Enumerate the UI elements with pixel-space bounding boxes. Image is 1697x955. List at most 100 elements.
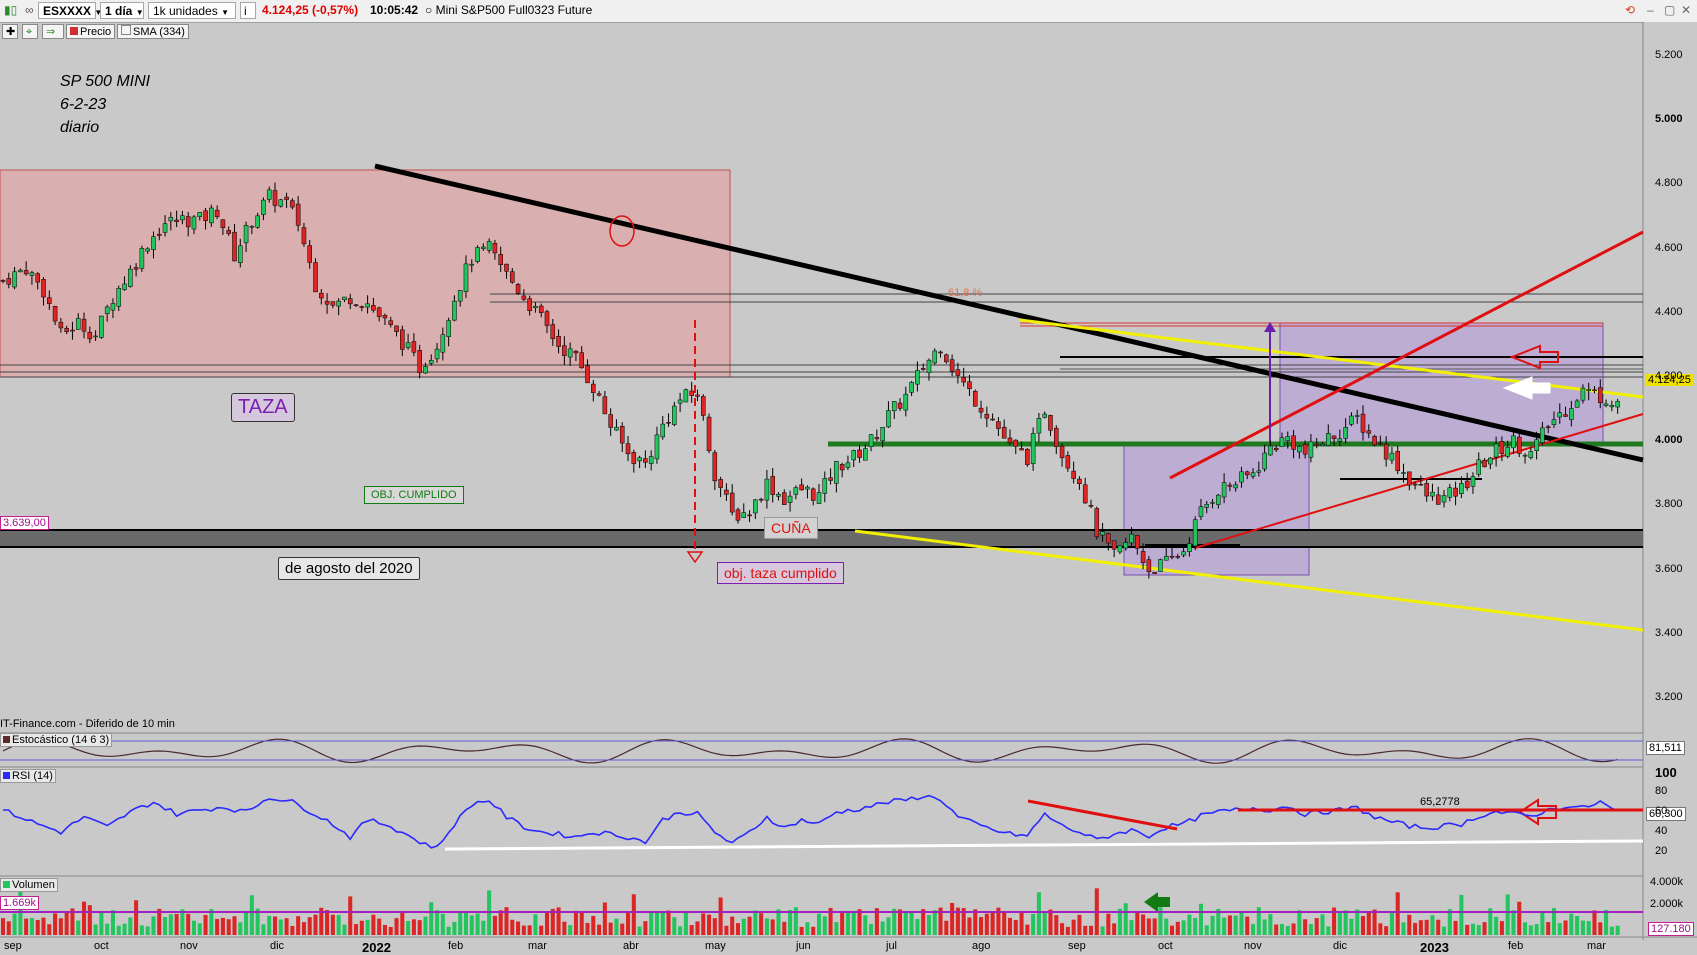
candle xyxy=(1349,412,1354,427)
volume-bar xyxy=(6,921,11,935)
volume-label[interactable]: Volumen xyxy=(0,878,58,892)
candle xyxy=(550,319,556,346)
rsi-tick-label: 80 xyxy=(1655,785,1668,797)
time-tick-label: jun xyxy=(796,940,811,952)
volume-bar xyxy=(764,918,769,935)
volume-bar xyxy=(319,907,324,935)
candle xyxy=(93,330,98,342)
stoch-line xyxy=(2,738,1618,764)
volume-bar xyxy=(1523,922,1528,935)
candle xyxy=(799,478,804,491)
stoch-label[interactable]: Estocástico (14 6 3) xyxy=(0,733,113,747)
candle xyxy=(1210,498,1215,509)
candle xyxy=(1511,429,1516,454)
volume-bar xyxy=(1482,922,1487,935)
volume-bar xyxy=(776,909,781,935)
info-icon[interactable]: i xyxy=(240,2,256,19)
candle xyxy=(1239,466,1244,488)
toggle-price[interactable]: Precio xyxy=(66,24,116,39)
candle xyxy=(1609,400,1615,412)
toggle-sma[interactable]: SMA (334) xyxy=(117,24,189,39)
candle xyxy=(52,305,58,326)
volume-bar xyxy=(1511,910,1516,935)
volume-bar xyxy=(660,912,665,935)
candle xyxy=(1569,400,1574,427)
sma-color-swatch xyxy=(121,25,131,35)
candle xyxy=(700,394,706,421)
black-downtrend-line xyxy=(374,163,1644,463)
candle xyxy=(243,221,249,252)
volume-bar xyxy=(1465,924,1470,935)
candle xyxy=(1077,476,1082,490)
add-icon[interactable]: ✚ xyxy=(2,24,18,39)
instrument-radio[interactable]: ○ Mini S&P500 Full0323 Future xyxy=(425,2,592,19)
volume-bar xyxy=(1152,918,1157,935)
candle xyxy=(689,381,694,403)
rsi-label[interactable]: RSI (14) xyxy=(0,769,56,783)
volume-bar xyxy=(336,915,341,935)
candle xyxy=(1117,545,1123,555)
candle xyxy=(1082,477,1088,504)
volume-bar xyxy=(620,923,625,935)
candle xyxy=(1129,527,1134,546)
volume-bar xyxy=(643,921,648,935)
candle xyxy=(313,258,318,293)
candle xyxy=(394,325,399,337)
candle xyxy=(116,285,122,312)
link-icon[interactable]: ∞ xyxy=(25,3,34,17)
volume-bar xyxy=(145,926,150,935)
candle xyxy=(944,353,949,364)
volume-bar xyxy=(394,918,399,935)
candle xyxy=(197,212,203,221)
candle xyxy=(608,408,613,436)
restore-icon[interactable]: ▢ xyxy=(1664,3,1676,17)
candle xyxy=(411,333,417,357)
volume-bar xyxy=(805,922,810,935)
price-tick-label: 4.600 xyxy=(1655,241,1683,254)
time-tick-label: sep xyxy=(4,940,22,952)
volume-value: 1.669k xyxy=(0,896,40,910)
sma-toggle-label: SMA (334) xyxy=(133,26,185,38)
candle xyxy=(1007,429,1013,446)
candle xyxy=(301,222,307,247)
candle xyxy=(463,255,469,299)
rsi-tick-label: 40 xyxy=(1655,825,1668,837)
chart-type-icon[interactable]: ▮▯ xyxy=(4,3,18,17)
volume-bar xyxy=(325,910,330,935)
volume-bar xyxy=(1048,909,1053,935)
volume-bar xyxy=(452,921,457,935)
symbol-select[interactable]: ESXXXX ▼ xyxy=(38,2,102,19)
volume-bar xyxy=(1007,917,1013,935)
volume-bar xyxy=(1123,903,1128,935)
volume-tick-label: 4.000k xyxy=(1650,876,1684,888)
candle xyxy=(1071,461,1076,484)
volume-bar xyxy=(1222,917,1227,935)
taza-label: TAZA xyxy=(231,393,295,422)
candle xyxy=(1354,409,1360,424)
cursor-icon[interactable]: ⌖ xyxy=(22,24,38,39)
candle xyxy=(874,429,880,442)
volume-bar xyxy=(1088,925,1094,935)
candle xyxy=(972,389,978,407)
volume-bar xyxy=(863,915,868,935)
units-select[interactable]: 1k unidades ▼ xyxy=(148,2,236,19)
candle xyxy=(515,282,521,295)
candle xyxy=(1551,411,1557,428)
candle xyxy=(573,350,579,362)
price-tick-label: 3.800 xyxy=(1655,498,1683,511)
timeframe-select[interactable]: 1 día ▼ xyxy=(100,2,144,19)
minimize-icon[interactable]: – xyxy=(1647,3,1654,17)
volume-bar xyxy=(1031,913,1036,935)
chart-note: SP 500 MINI 6-2-23 diario xyxy=(60,70,150,139)
candle xyxy=(162,215,168,237)
candle xyxy=(353,304,359,307)
candle xyxy=(1603,399,1609,408)
time-tick-label: oct xyxy=(1158,940,1173,952)
close-icon[interactable]: ✕ xyxy=(1681,3,1692,17)
export-icon[interactable]: ⇒ xyxy=(42,24,64,39)
refresh-icon[interactable]: ⟲ xyxy=(1625,3,1636,17)
candle xyxy=(521,289,527,302)
candle xyxy=(174,210,179,228)
volume-bar xyxy=(1320,914,1325,935)
